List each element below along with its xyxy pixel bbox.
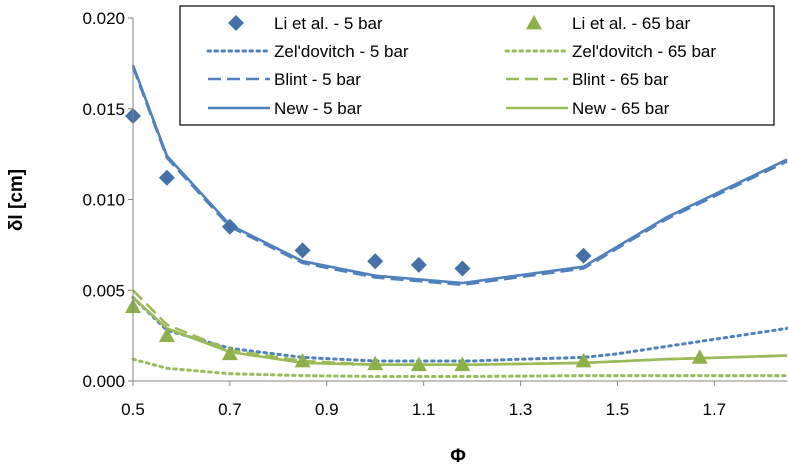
li-et-al-65-bar-point	[221, 345, 238, 361]
li-et-al-65-bar-point	[410, 356, 427, 372]
legend-swatch-li-et-al-5-bar	[228, 15, 244, 31]
legend-item-new-65-bar: New - 65 bar	[506, 99, 670, 118]
plot-markers	[125, 108, 708, 372]
legend-label-new-65-bar: New - 65 bar	[572, 99, 670, 118]
x-axis-title: Φ	[450, 446, 466, 467]
legend-label-zel-dovitch-5-bar: Zel'dovitch - 5 bar	[274, 42, 409, 61]
x-tick-label: 1.5	[606, 400, 630, 419]
legend-box	[179, 5, 775, 126]
li-et-al-65-bar-point	[454, 356, 471, 372]
legend-label-blint-5-bar: Blint - 5 bar	[274, 70, 361, 89]
x-tick-label: 1.1	[412, 400, 436, 419]
zel-dovitch-65-bar-line	[131, 357, 788, 378]
li-et-al-65-bar-point	[575, 353, 592, 368]
new-5-bar-line	[131, 64, 788, 285]
legend-label-zel-dovitch-65-bar: Zel'dovitch - 65 bar	[572, 42, 716, 61]
x-tick-label: 0.9	[315, 400, 339, 419]
legend-item-blint-5-bar: Blint - 5 bar	[208, 70, 361, 89]
x-ticks: 0.5 0.7 0.9 1.1 1.3 1.5 1.7	[121, 381, 726, 419]
legend-item-blint-65-bar: Blint - 65 bar	[506, 70, 669, 89]
y-tick-label: 0.020	[82, 9, 125, 28]
legend: Li et al. - 5 bar Li et al. - 65 bar Zel'd…	[179, 5, 775, 126]
li-et-al-65-bar-point	[691, 349, 708, 364]
legend-item-li-et-al-65-bar: Li et al. - 65 bar	[526, 14, 690, 33]
y-tick-label: 0.000	[82, 372, 125, 391]
li-et-al-65-bar-point	[367, 355, 384, 371]
li-et-al-5-bar-point	[221, 218, 238, 235]
y-tick-label: 0.015	[82, 100, 125, 119]
legend-swatch-li-et-al-65-bar	[526, 15, 542, 30]
blint-5-bar-line	[131, 66, 788, 287]
legend-label-blint-65-bar: Blint - 65 bar	[572, 70, 669, 89]
y-ticks: 0.000 0.005 0.010 0.015 0.020	[82, 9, 133, 391]
li-et-al-5-bar-point	[158, 169, 175, 186]
x-tick-label: 1.3	[509, 400, 533, 419]
y-tick-label: 0.010	[82, 191, 125, 210]
x-tick-label: 0.5	[121, 400, 145, 419]
legend-item-li-et-al-5-bar: Li et al. - 5 bar	[228, 14, 383, 33]
li-et-al-65-bar-point	[158, 327, 175, 343]
legend-item-zel-dovitch-5-bar: Zel'dovitch - 5 bar	[206, 42, 409, 61]
li-et-al-5-bar-point	[410, 256, 427, 273]
legend-item-zel-dovitch-65-bar: Zel'dovitch - 65 bar	[504, 42, 716, 61]
y-axis-title: δl [cm]	[6, 169, 27, 231]
li-et-al-5-bar-point	[575, 247, 592, 264]
y-tick-label: 0.005	[82, 281, 125, 300]
li-et-al-5-bar-point	[367, 253, 384, 270]
x-tick-label: 1.7	[703, 400, 727, 419]
li-et-al-5-bar-point	[454, 260, 471, 277]
legend-label-li-et-al-5-bar: Li et al. - 5 bar	[274, 14, 383, 33]
legend-label-new-5-bar: New - 5 bar	[274, 99, 362, 118]
legend-label-li-et-al-65-bar: Li et al. - 65 bar	[572, 14, 690, 33]
li-et-al-65-bar-point	[294, 353, 311, 368]
legend-items: Li et al. - 5 bar Li et al. - 65 bar Zel'd…	[206, 14, 716, 118]
li-et-al-5-bar-point	[294, 242, 311, 259]
legend-item-new-5-bar: New - 5 bar	[208, 99, 362, 118]
x-tick-label: 0.7	[218, 400, 242, 419]
